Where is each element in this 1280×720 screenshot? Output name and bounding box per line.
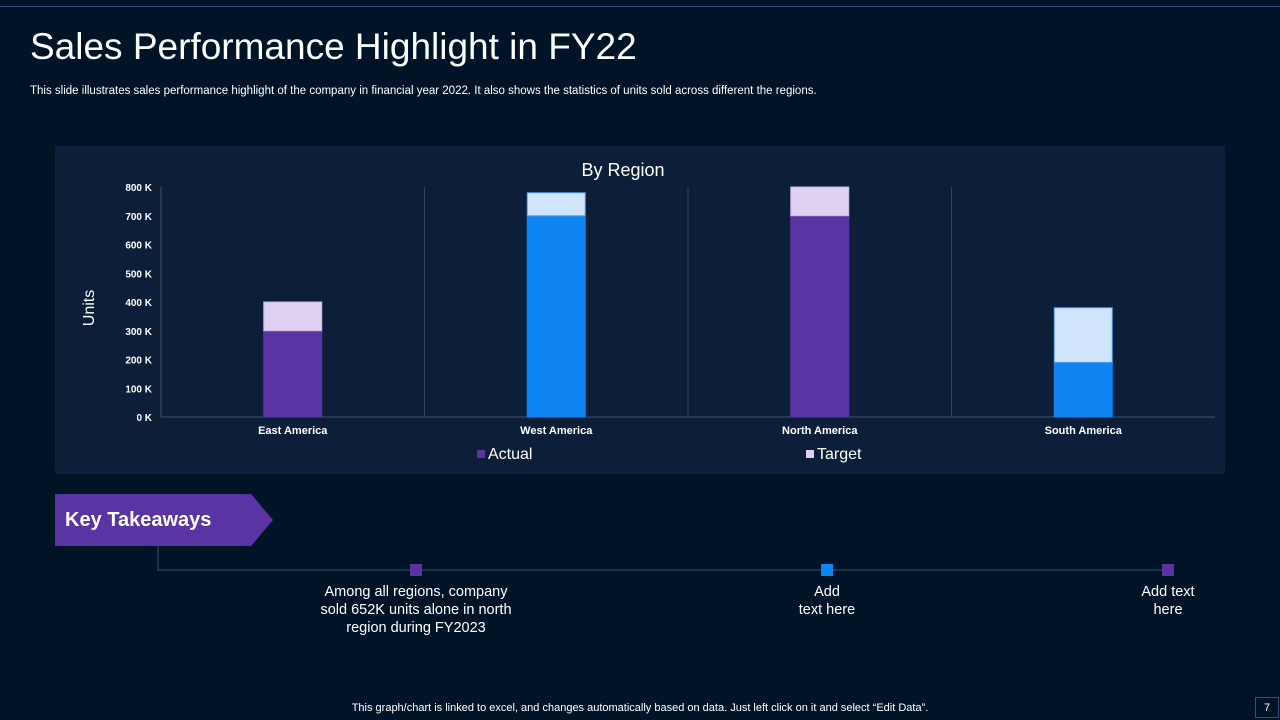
y-axis-label: Units xyxy=(81,290,98,326)
y-tick-label: 700 K xyxy=(125,212,152,223)
takeaway-note: Add text here xyxy=(757,583,897,619)
y-tick-label: 500 K xyxy=(125,269,152,280)
takeaway-note-line: Among all regions, company xyxy=(324,584,508,600)
takeaway-note-line: Add xyxy=(814,584,840,600)
bar-actual-east-america[interactable] xyxy=(263,330,323,418)
y-tick-label: 200 K xyxy=(125,356,152,367)
y-tick-label: 800 K xyxy=(125,183,152,194)
bar-actual-north-america[interactable] xyxy=(790,215,850,418)
key-takeaways-banner xyxy=(55,494,273,546)
x-tick-label: South America xyxy=(1045,425,1123,437)
bar-target-east-america[interactable] xyxy=(263,301,323,332)
bar-actual-south-america[interactable] xyxy=(1053,361,1113,418)
y-tick-label: 600 K xyxy=(125,241,152,252)
legend-label-target[interactable]: Target xyxy=(817,446,862,463)
bar-target-south-america[interactable] xyxy=(1053,307,1113,363)
bar-target-north-america[interactable] xyxy=(790,186,850,217)
takeaway-note-line: sold 652K units alone in north xyxy=(320,602,512,618)
chart-panel[interactable]: By Region Units 0 K 100 K 200 K 300 K 400 K 5… xyxy=(55,146,1225,474)
page-title: Sales Performance Highlight in FY22 xyxy=(30,26,637,67)
x-tick-label: West America xyxy=(520,425,593,437)
timeline-marker xyxy=(1162,564,1174,576)
legend-label-actual[interactable]: Actual xyxy=(488,446,532,463)
page-subtitle: This slide illustrates sales performance… xyxy=(30,85,817,97)
y-tick-label: 0 K xyxy=(136,413,152,424)
takeaway-note: Among all regions, company sold 652K unit… xyxy=(296,583,536,637)
bar-chart[interactable]: By Region Units 0 K 100 K 200 K 300 K 400 K 5… xyxy=(55,146,1225,474)
takeaway-note-line: region during FY2023 xyxy=(346,620,486,636)
page-number: 7 xyxy=(1255,697,1279,718)
takeaway-note-line: Add text xyxy=(1141,584,1195,600)
bar-target-west-america[interactable] xyxy=(526,192,586,217)
takeaway-note-line: text here xyxy=(798,602,856,618)
y-tick-label: 400 K xyxy=(125,298,152,309)
legend-swatch-target xyxy=(806,450,814,458)
takeaway-note: Add text here xyxy=(1108,583,1228,619)
timeline-marker xyxy=(410,564,422,576)
bar-actual-west-america[interactable] xyxy=(526,215,586,418)
timeline-marker xyxy=(821,564,833,576)
footer-note: This graph/chart is linked to excel, and… xyxy=(351,702,929,714)
legend-swatch-actual xyxy=(477,450,485,458)
y-tick-label: 300 K xyxy=(125,327,152,338)
chart-title: By Region xyxy=(581,160,664,180)
y-tick-label: 100 K xyxy=(125,384,152,395)
takeaway-note-line: here xyxy=(1153,602,1183,618)
key-takeaways-heading: Key Takeaways xyxy=(65,509,212,531)
x-tick-label: East America xyxy=(258,425,328,437)
top-rule xyxy=(0,6,1280,7)
x-tick-label: North America xyxy=(782,425,858,437)
